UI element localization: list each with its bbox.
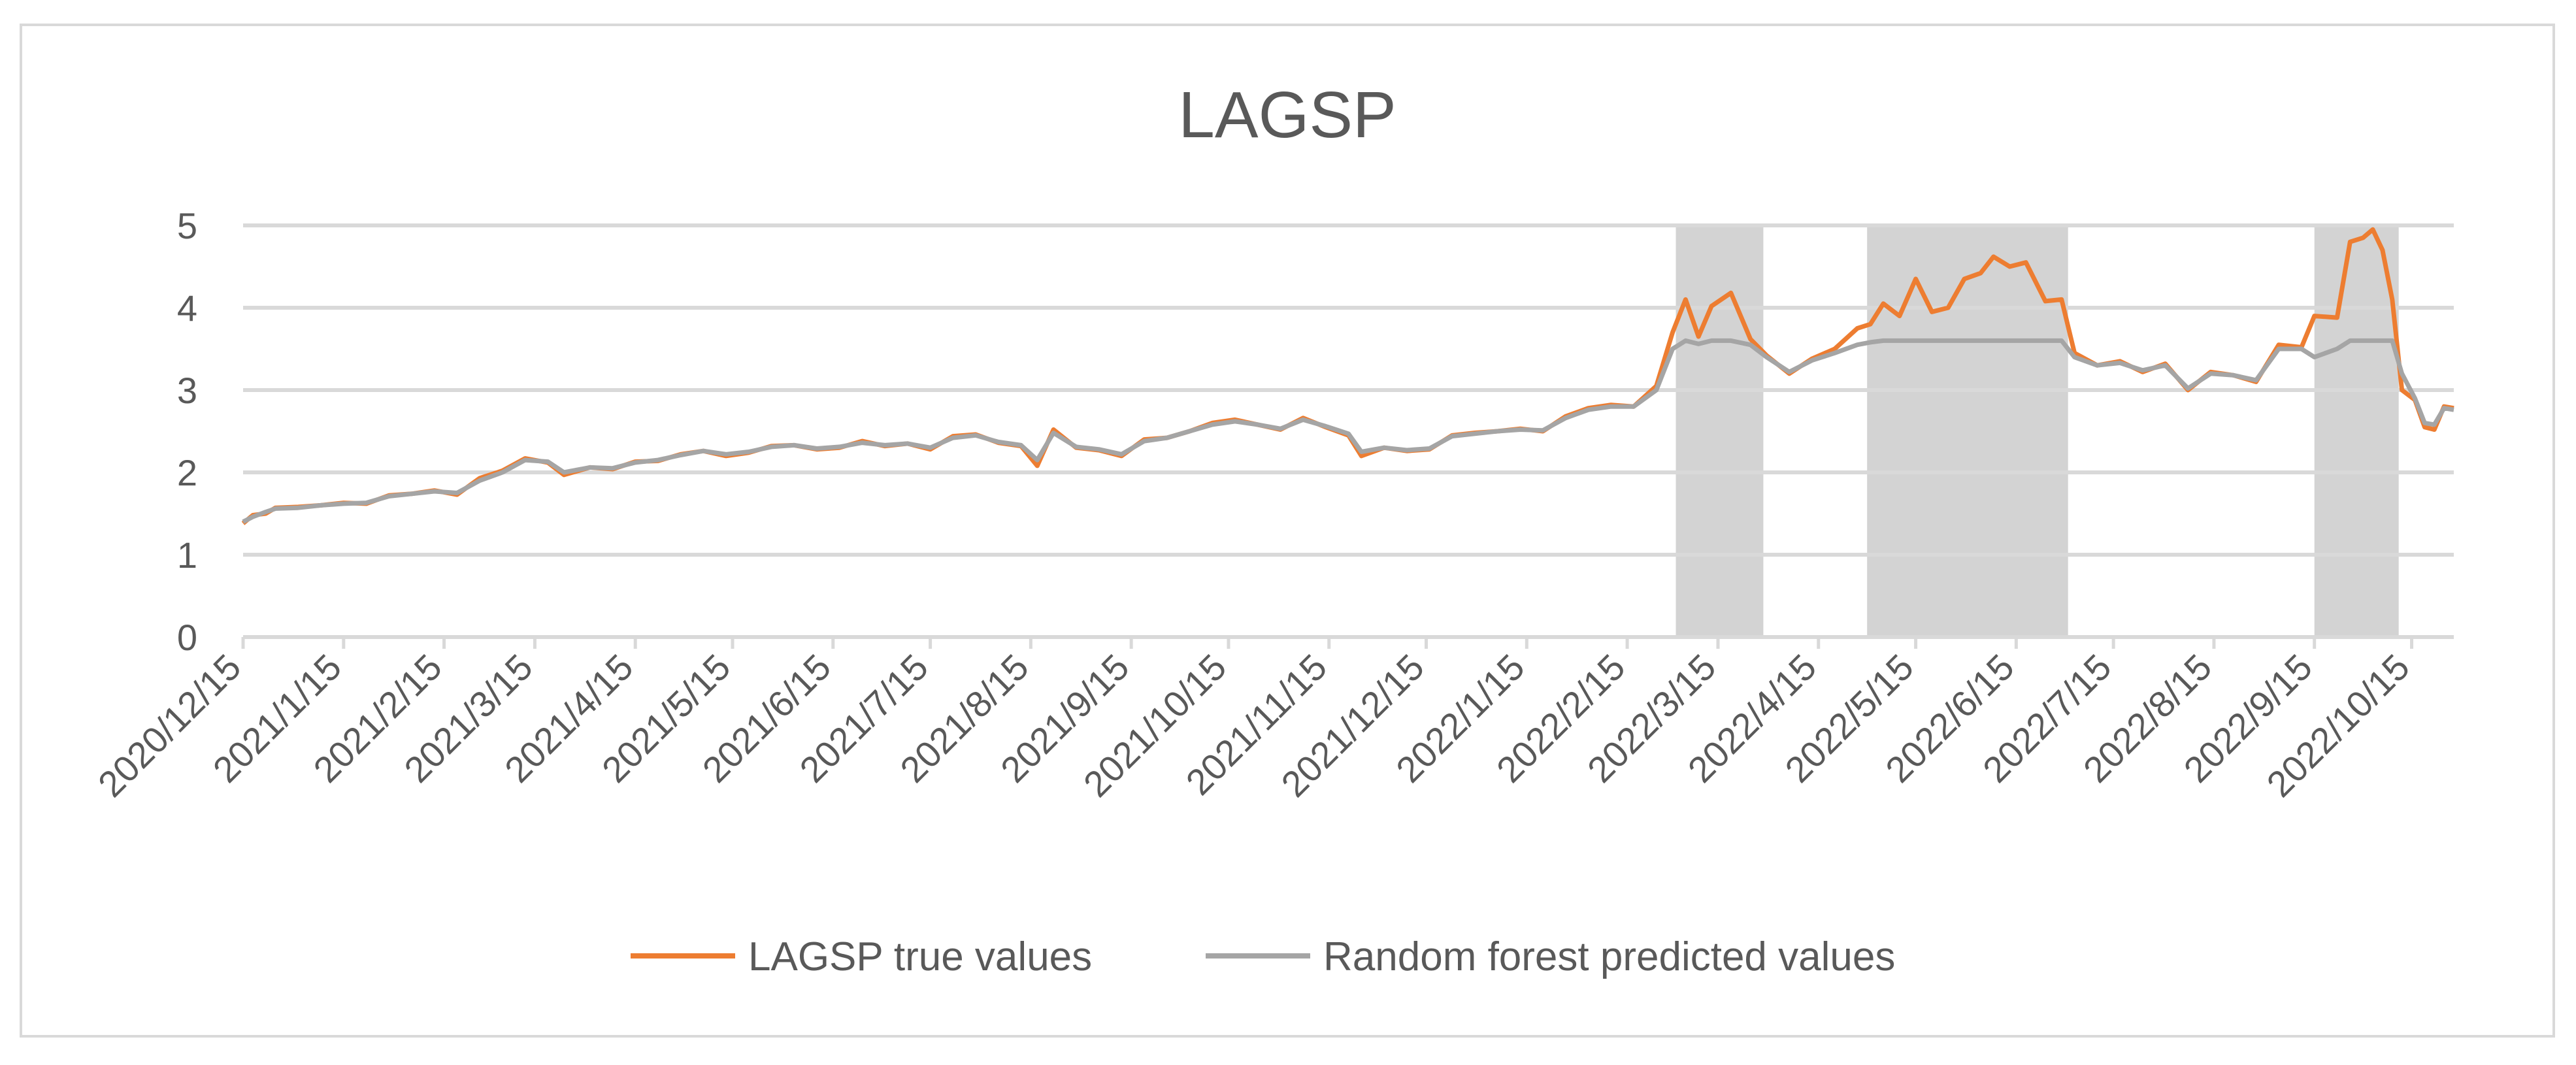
legend-label: LAGSP true values <box>748 934 1092 979</box>
y-tick-label: 5 <box>177 205 197 246</box>
y-tick-label: 2 <box>177 452 197 493</box>
y-tick-label: 0 <box>177 617 197 658</box>
series-line-predicted-values <box>242 338 2454 524</box>
shaded-region-3 <box>2314 225 2399 637</box>
shaded-region-1 <box>1676 225 1764 637</box>
y-tick-label: 1 <box>177 534 197 576</box>
x-axis-ticks: 2020/12/152021/1/152021/2/152021/3/15202… <box>90 637 2417 805</box>
shaded-regions <box>1676 225 2399 637</box>
series-lines <box>241 227 2454 525</box>
gridlines <box>243 223 2454 639</box>
y-tick-label: 4 <box>177 287 197 329</box>
y-axis-ticks: 0 1 2 3 4 5 <box>177 205 197 658</box>
series-line-true-values <box>241 227 2454 525</box>
y-tick-label: 3 <box>177 370 197 411</box>
legend: LAGSP true values Random forest predicted… <box>631 934 1895 979</box>
chart-frame <box>20 24 2555 1038</box>
shaded-region-2 <box>1867 225 2068 637</box>
legend-label: Random forest predicted values <box>1323 934 1895 979</box>
chart-title: LAGSP <box>1178 78 1396 152</box>
